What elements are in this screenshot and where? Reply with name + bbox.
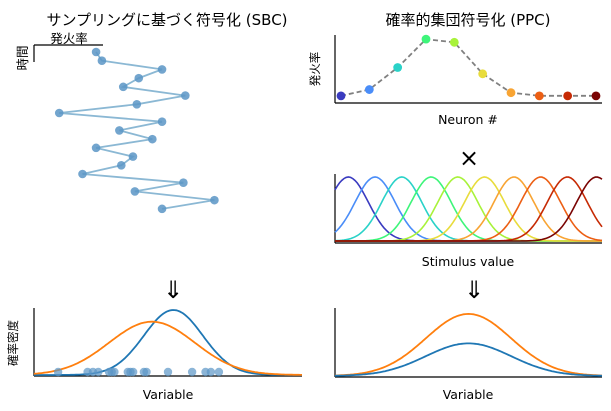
sbc-title: サンプリングに基づく符号化 (SBC) xyxy=(46,11,287,29)
ppc-title: 確率的集団符号化 (PPC) xyxy=(385,11,550,29)
neuron-rate-point-2 xyxy=(364,85,374,94)
sbc-density-x-label: Variable xyxy=(143,387,194,402)
sample-marker-7 xyxy=(110,367,119,377)
ppc-rates-panel: 発火率 Neuron # xyxy=(308,34,602,127)
neuron-rate-point-9 xyxy=(563,91,573,101)
sample-marker-1 xyxy=(53,367,63,377)
sample-point-16 xyxy=(179,178,188,188)
sample-point-2 xyxy=(97,56,107,66)
neuron-rate-point-5 xyxy=(449,37,459,47)
sbc-density-panel: 確率密度 Variable xyxy=(6,308,302,402)
sample-point-13 xyxy=(128,152,138,161)
sample-marker-10 xyxy=(128,367,138,377)
density-curve-2 xyxy=(33,320,302,376)
sample-point-1 xyxy=(91,47,101,57)
tuning-curve-5 xyxy=(335,176,602,242)
sample-point-15 xyxy=(78,169,87,179)
ppc-rates-y-label: 発火率 xyxy=(308,52,322,87)
sample-marker-17 xyxy=(214,367,224,377)
ppc-tuning-panel: Stimulus value xyxy=(334,174,603,269)
sample-point-19 xyxy=(157,204,167,214)
sbc-y-label: 時間 xyxy=(15,45,30,70)
sample-marker-14 xyxy=(187,367,197,377)
ppc-rates-plot xyxy=(336,34,601,101)
sbc-samples-panel: 発火率 時間 xyxy=(15,31,219,214)
sample-point-3 xyxy=(157,65,167,74)
sample-point-8 xyxy=(54,108,64,118)
sample-point-18 xyxy=(210,195,219,205)
sample-point-14 xyxy=(117,160,126,170)
ppc-rates-x-label: Neuron # xyxy=(438,112,498,127)
sample-point-9 xyxy=(157,117,167,127)
neuron-rate-point-4 xyxy=(421,34,431,44)
neuron-rate-point-6 xyxy=(478,69,488,79)
ppc-density-panel: Variable xyxy=(334,308,603,402)
neuron-rate-point-3 xyxy=(393,63,403,72)
neuron-rate-point-8 xyxy=(534,91,544,101)
sample-point-17 xyxy=(130,187,140,196)
neuron-rate-point-10 xyxy=(591,91,601,101)
sample-point-4 xyxy=(134,73,144,83)
tuning-curve-10 xyxy=(335,176,603,242)
sbc-x-label: 発火率 xyxy=(50,31,88,46)
sbc-density-y-label: 確率密度 xyxy=(6,320,20,366)
sample-marker-16 xyxy=(206,367,216,377)
firing-rate-dashed-line xyxy=(340,38,596,97)
ppc-density-plot xyxy=(334,312,603,377)
density-curve-1 xyxy=(335,312,602,377)
sbc-down-arrow: ⇓ xyxy=(163,276,183,304)
sample-point-7 xyxy=(132,99,142,109)
ppc-density-x-label: Variable xyxy=(443,387,494,402)
sbc-samples-plot xyxy=(54,47,219,214)
sample-point-6 xyxy=(181,91,190,100)
neuron-rate-point-7 xyxy=(506,88,516,98)
ppc-down-arrow: ⇓ xyxy=(464,276,484,304)
sample-marker-4 xyxy=(94,367,103,377)
times-symbol: × xyxy=(459,144,479,172)
density-curve-2 xyxy=(334,342,603,377)
sample-point-5 xyxy=(118,82,128,92)
sample-point-10 xyxy=(115,126,124,135)
sample-marker-12 xyxy=(142,367,151,377)
sample-point-11 xyxy=(148,134,157,144)
density-curve-1 xyxy=(34,309,302,376)
sample-point-12 xyxy=(91,143,101,153)
sample-marker-13 xyxy=(163,367,173,377)
neuron-rate-point-1 xyxy=(336,91,346,101)
sbc-density-plot xyxy=(33,309,302,377)
ppc-tuning-x-label: Stimulus value xyxy=(422,254,515,269)
ppc-tuning-plot xyxy=(334,176,603,242)
